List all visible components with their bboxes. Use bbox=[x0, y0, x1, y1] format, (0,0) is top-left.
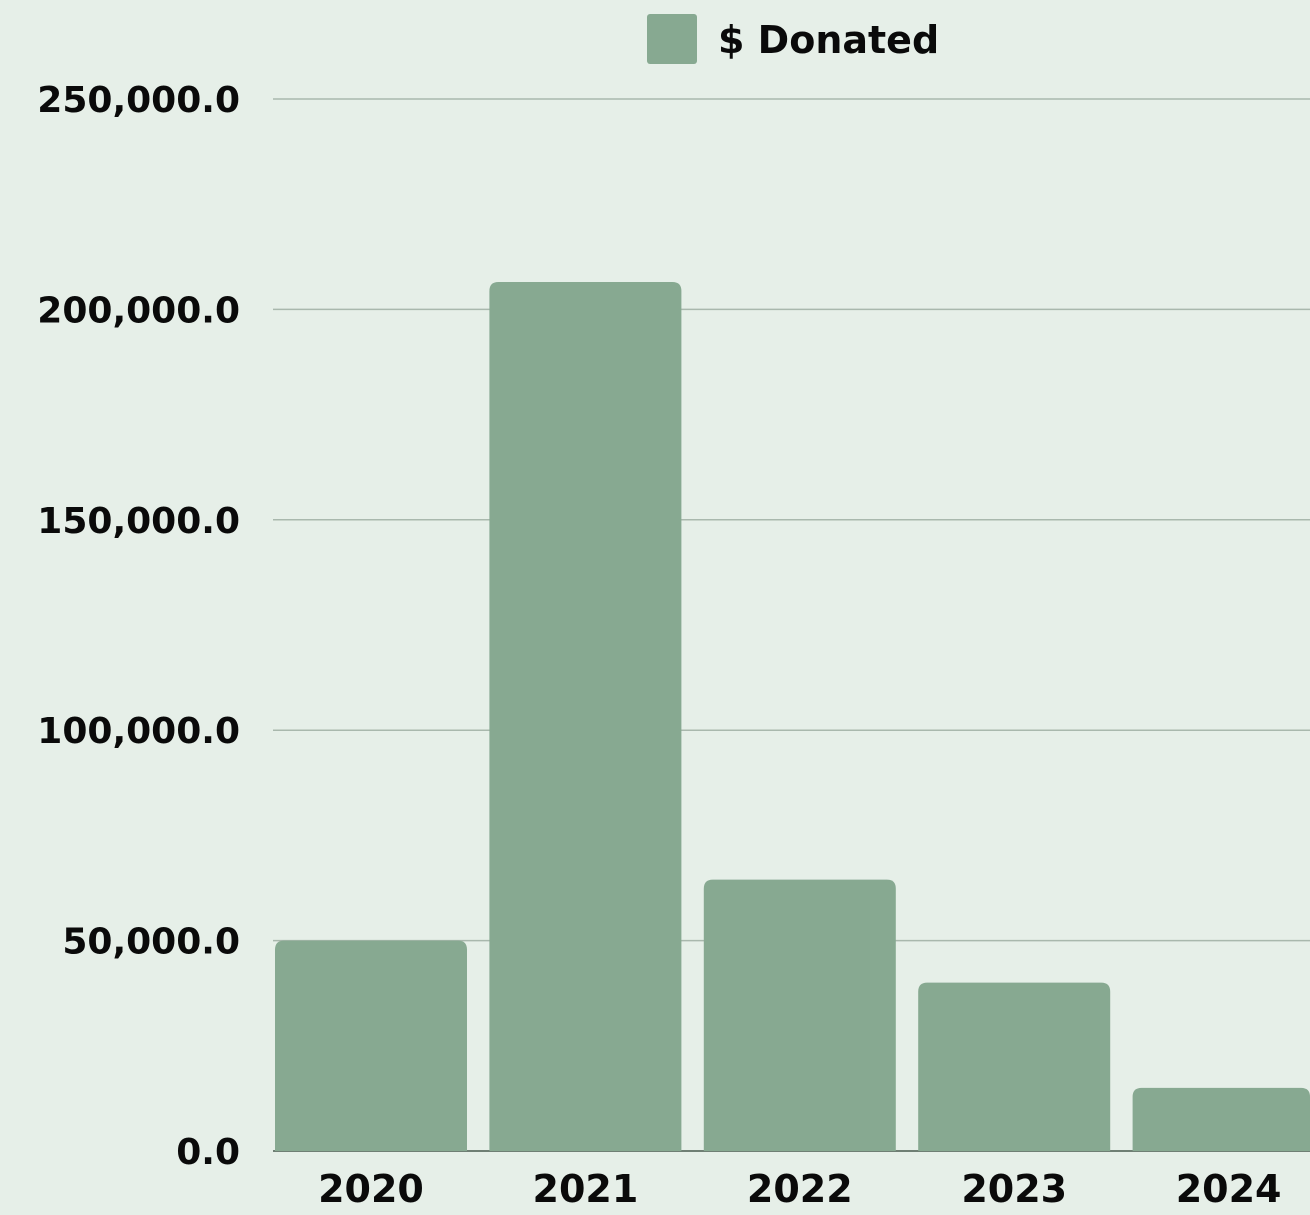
bar-2022 bbox=[703, 879, 896, 1151]
y-tick-label: 0.0 bbox=[176, 1132, 240, 1173]
y-tick-label: 100,000.0 bbox=[37, 711, 240, 752]
bar-2021 bbox=[489, 282, 682, 1152]
legend-label: $ Donated bbox=[718, 18, 939, 62]
y-axis-ticks: 0.0 50,000.0 100,000.0 150,000.0 200,000.0 25… bbox=[37, 80, 240, 1173]
x-tick-label-2022: 2022 bbox=[747, 1167, 853, 1211]
x-tick-label-2024: 2024 bbox=[1176, 1167, 1282, 1211]
bars bbox=[275, 282, 1310, 1152]
bar-2024 bbox=[1132, 1087, 1310, 1151]
legend: $ Donated bbox=[647, 14, 939, 64]
y-tick-label: 150,000.0 bbox=[37, 501, 240, 542]
bar-2023 bbox=[918, 982, 1111, 1151]
x-tick-label-2021: 2021 bbox=[533, 1167, 639, 1211]
x-tick-label-2020: 2020 bbox=[318, 1167, 424, 1211]
y-tick-label: 200,000.0 bbox=[37, 290, 240, 331]
x-tick-label-2023: 2023 bbox=[961, 1167, 1067, 1211]
y-tick-label: 50,000.0 bbox=[62, 922, 240, 963]
bar-2020 bbox=[275, 940, 467, 1151]
legend-swatch bbox=[647, 14, 697, 64]
y-tick-label: 250,000.0 bbox=[37, 80, 240, 121]
x-axis-ticks: 2020 2021 2022 2023 2024 bbox=[318, 1167, 1281, 1211]
